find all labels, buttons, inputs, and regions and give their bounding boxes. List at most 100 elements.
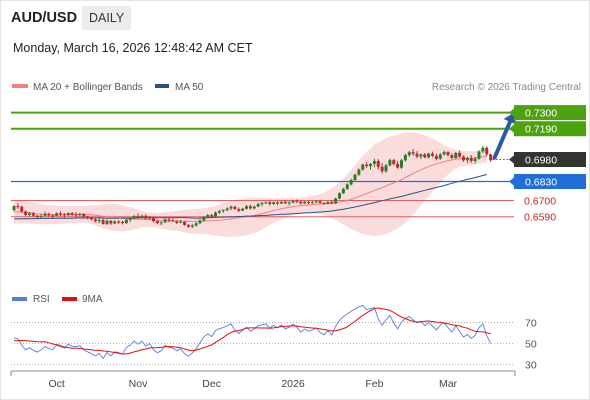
candle [35,214,39,219]
candle-body [407,152,411,156]
candle [93,217,97,223]
candle-body [299,201,303,204]
candle-body [396,163,400,168]
candle-body [124,219,128,223]
candle-body [140,215,144,218]
candle [217,209,221,215]
candle-body [326,201,330,204]
header-bar: AUD/USD DAILY [0,0,590,36]
candle [411,148,415,156]
candle [489,153,493,162]
candle-body [264,202,268,204]
candle [357,168,361,176]
candle [194,222,198,227]
candle [303,201,307,204]
resistance-pointer [509,107,515,118]
resistance-badge [514,121,586,137]
candle [136,213,140,219]
candle-body [113,221,117,224]
x-tick-label: 2026 [281,378,305,390]
candle [51,214,55,219]
candle-body [132,216,136,219]
candle [74,212,78,218]
candle [423,153,427,159]
candle [469,154,473,163]
candle [128,217,132,223]
candle [318,200,322,204]
candle [419,153,423,160]
candle [434,153,438,161]
candle [179,219,183,224]
candle [97,218,101,224]
candle [403,153,407,162]
candle [148,215,152,221]
candle-body [427,153,431,158]
candle [241,207,245,211]
candle [431,151,434,158]
candle [155,220,159,225]
candle-body [163,219,167,223]
candle [82,213,86,218]
rsi-legend: RSI 9MA [12,294,103,305]
candle [287,201,291,206]
candle [39,213,43,219]
candle [245,204,248,210]
pivot-label: 0.6830 [525,177,557,189]
candle [481,146,485,154]
candle-body [388,160,392,166]
candle [59,211,62,217]
current-price-badge [514,152,586,168]
candle [225,207,229,212]
candle-body [90,218,93,220]
candle-body [411,152,415,154]
candle-body [101,220,105,224]
candle-body [186,224,190,227]
candle-body [489,154,493,161]
candle [442,150,446,156]
candle [117,220,121,224]
candle [369,163,372,170]
ma20-legend-swatch [12,84,28,88]
candle-body [136,216,140,218]
candle [458,150,462,158]
candlesticks [12,146,493,229]
candle [66,212,70,217]
candle-body [256,204,260,207]
candle-body [287,202,291,204]
candle-body [423,154,427,158]
candle-body [303,201,307,204]
candle [322,202,326,206]
candle-body [458,152,462,157]
candle [159,221,163,226]
candle-body [198,220,202,224]
candle [90,216,93,221]
candle [183,221,186,226]
candle [376,159,380,170]
candle [190,223,194,229]
period-badge[interactable]: DAILY [82,6,132,30]
candle-body [252,206,256,209]
resistance-pointer [509,123,515,134]
candle [341,187,345,195]
candle [86,215,90,220]
candle-body [194,223,198,226]
candle [264,201,268,205]
candle [206,214,210,219]
candle-body [93,219,97,222]
candle-body [307,201,310,203]
candle-body [217,210,221,213]
candle-body [334,198,338,204]
candle [16,203,20,210]
candle-body [283,201,287,204]
candle [291,199,295,204]
candle-body [442,152,446,155]
candle-body [221,210,225,212]
candle-body [82,214,86,217]
candle [392,158,396,166]
candle [272,201,276,205]
x-tick-label: Dec [202,378,221,390]
candle-body [392,160,396,164]
candle-body [210,215,214,217]
candle [330,200,334,205]
candle [210,213,214,218]
